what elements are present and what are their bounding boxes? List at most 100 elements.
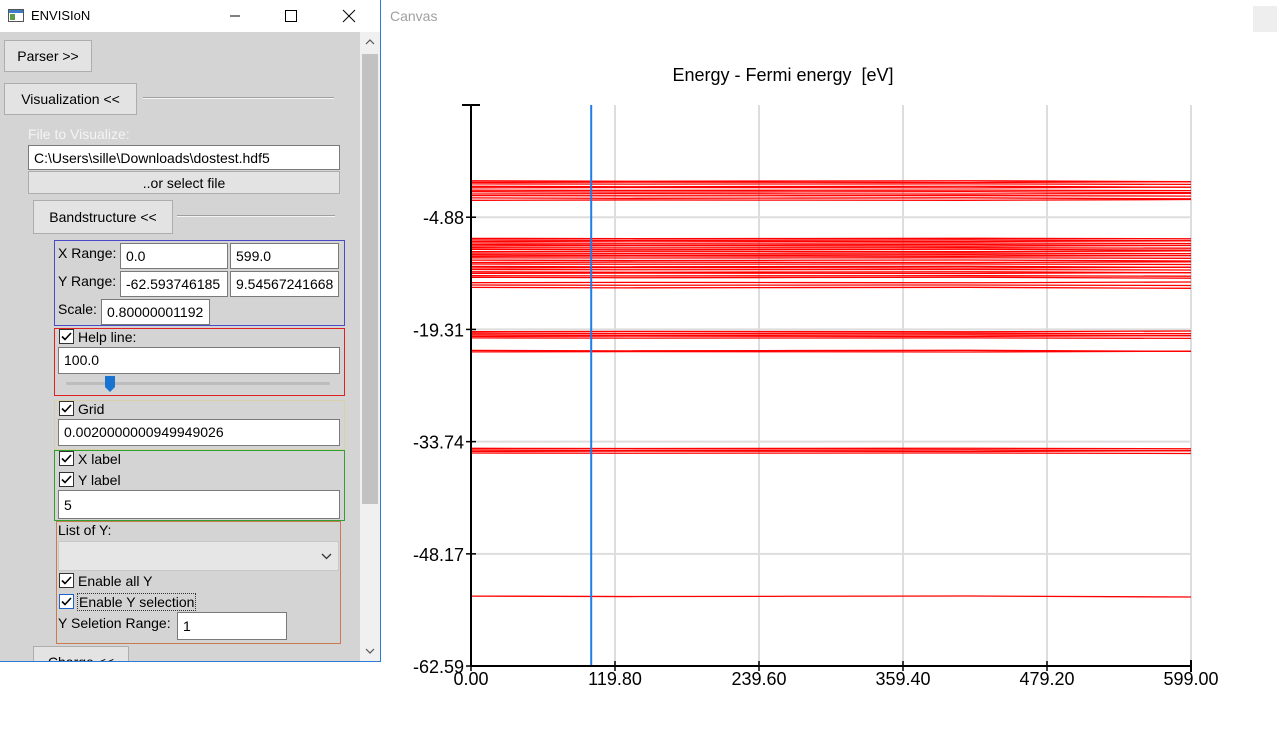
- list-of-y-label: List of Y:: [58, 522, 112, 538]
- scrollbar-thumb[interactable]: [362, 54, 378, 504]
- checkmark-icon: [61, 475, 72, 484]
- y-tick-label: -33.74: [413, 433, 464, 453]
- bandstructure-chart: Energy - Fermi energy [eV] 0.00 119.80 239…: [413, 65, 1219, 689]
- scale-input[interactable]: 0.80000001192: [101, 299, 210, 325]
- help-line-slider-track[interactable]: [66, 382, 330, 385]
- label-count-input[interactable]: 5: [58, 490, 340, 519]
- band-line: [470, 286, 1192, 289]
- checkmark-icon: [61, 404, 72, 413]
- band-line: [470, 247, 1192, 249]
- minimize-icon: [230, 15, 240, 17]
- charge-button[interactable]: Charge <<: [33, 646, 129, 661]
- y-tick-label: -48.17: [413, 545, 464, 565]
- canvas-title: Canvas: [390, 8, 438, 24]
- band-line: [470, 198, 1192, 201]
- scroll-up-button[interactable]: [360, 32, 380, 52]
- y-min-input[interactable]: -62.593746185: [120, 271, 228, 297]
- x-label-label: X label: [78, 451, 121, 467]
- band-line: [470, 265, 1192, 268]
- chevron-down-icon: [365, 648, 375, 654]
- grid-label: Grid: [78, 401, 105, 417]
- y-selection-range-input[interactable]: 1: [177, 612, 287, 640]
- visualization-divider: [143, 97, 334, 99]
- canvas-window: Canvas Energy - Fermi energy [eV] 0.00 11…: [381, 0, 1283, 734]
- band-line: [470, 330, 1192, 333]
- x-min-input[interactable]: 0.0: [120, 243, 228, 269]
- scroll-down-button[interactable]: [360, 641, 380, 661]
- band-line: [470, 261, 1192, 264]
- file-path-input[interactable]: C:\Users\sille\Downloads\dostest.hdf5: [28, 145, 340, 170]
- help-line-input[interactable]: 100.0: [58, 347, 340, 374]
- checkmark-icon: [61, 597, 72, 606]
- minimize-button[interactable]: [212, 0, 258, 32]
- band-line: [470, 180, 1192, 183]
- x-tick-label: 479.20: [1019, 669, 1074, 689]
- canvas-close-button[interactable]: [1253, 6, 1277, 32]
- help-line-slider-thumb[interactable]: [105, 376, 116, 392]
- band-line: [470, 239, 1192, 242]
- labels-group: [54, 450, 345, 521]
- scale-label: Scale:: [58, 301, 97, 317]
- list-of-y-select[interactable]: [58, 541, 339, 571]
- app-icon: [8, 9, 24, 22]
- grid-group: [54, 400, 345, 450]
- band-line: [470, 275, 1192, 277]
- band-line: [470, 450, 1192, 453]
- maximize-button[interactable]: [268, 0, 314, 32]
- maximize-icon: [285, 10, 297, 22]
- vertical-scrollbar[interactable]: [360, 32, 380, 661]
- enable-y-selection-checkbox[interactable]: [59, 594, 74, 609]
- grid-checkbox[interactable]: [59, 401, 74, 416]
- band-line: [470, 244, 1192, 247]
- band-line: [470, 263, 1192, 266]
- y-max-input[interactable]: 9.54567241668: [230, 271, 339, 297]
- x-range-label: X Range:: [58, 245, 117, 261]
- y-list-group: [56, 521, 341, 644]
- y-label-label: Y label: [78, 472, 121, 488]
- band-line: [470, 284, 1192, 287]
- band-line: [470, 186, 1192, 189]
- grid-input[interactable]: 0.0020000000949949026: [58, 419, 340, 446]
- checkmark-icon: [61, 332, 72, 341]
- band-line: [470, 181, 1192, 184]
- checkmark-icon: [61, 576, 72, 585]
- band-line: [470, 449, 1192, 452]
- visualization-button[interactable]: Visualization <<: [4, 83, 137, 115]
- parser-button[interactable]: Parser >>: [4, 40, 92, 72]
- band-line: [470, 268, 1192, 271]
- band-line: [470, 281, 1192, 284]
- range-group: [54, 240, 345, 326]
- band-line: [470, 253, 1192, 257]
- band-line: [470, 240, 1192, 243]
- band-line: [470, 252, 1192, 255]
- y-tick-label: -19.31: [413, 320, 464, 340]
- band-line: [470, 183, 1192, 186]
- y-label-checkbox[interactable]: [59, 472, 74, 487]
- band-line: [470, 243, 1192, 247]
- x-label-checkbox[interactable]: [59, 451, 74, 466]
- band-line: [470, 350, 1192, 353]
- title-bar: ENVISIoN: [0, 0, 380, 32]
- close-button[interactable]: [326, 0, 372, 32]
- enable-all-y-checkbox[interactable]: [59, 573, 74, 588]
- y-selection-range-label: Y Seletion Range:: [58, 615, 171, 631]
- chart-title: Energy - Fermi energy [eV]: [672, 65, 893, 85]
- bandstructure-button[interactable]: Bandstructure <<: [33, 200, 173, 234]
- band-line: [470, 266, 1192, 269]
- control-panel: Parser >> Visualization << File to Visua…: [0, 32, 360, 661]
- x-max-input[interactable]: 599.0: [230, 243, 339, 269]
- select-file-button[interactable]: ..or select file: [28, 171, 340, 194]
- band-line: [470, 271, 1192, 275]
- y-range-label: Y Range:: [58, 273, 117, 289]
- bandstructure-divider: [177, 215, 335, 217]
- x-tick-label: 0.00: [453, 669, 488, 689]
- band-line: [470, 248, 1192, 251]
- band-line: [470, 242, 1192, 245]
- chevron-up-icon: [365, 39, 375, 45]
- enable-all-y-label: Enable all Y: [78, 573, 153, 589]
- help-line-checkbox[interactable]: [59, 329, 74, 344]
- band-line: [470, 595, 1192, 598]
- chevron-down-icon: [321, 553, 332, 560]
- x-tick-label: 239.60: [731, 669, 786, 689]
- checkmark-icon: [61, 454, 72, 463]
